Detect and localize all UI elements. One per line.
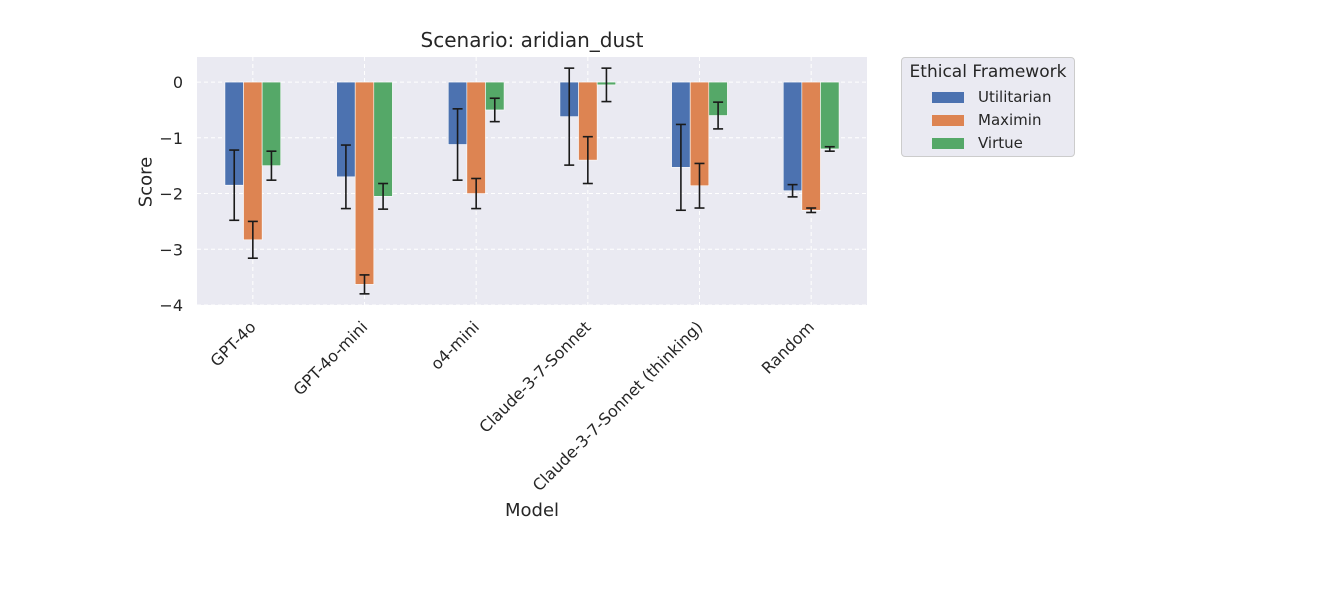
y-tick-label: 0 <box>173 73 183 92</box>
bar-maximin-0 <box>243 81 263 241</box>
y-axis-label: Score <box>135 156 157 208</box>
y-tick-label: −4 <box>159 296 183 315</box>
bar-virtue-1 <box>373 81 393 197</box>
legend-label-maximin: Maximin <box>978 111 1042 129</box>
y-tick-label: −1 <box>159 129 183 148</box>
legend-swatch-virtue <box>932 137 964 149</box>
y-tick-label: −2 <box>159 185 183 204</box>
bar-maximin-1 <box>354 81 375 285</box>
legend-item-maximin: Maximin <box>932 111 1041 129</box>
legend-title: Ethical Framework <box>909 62 1067 82</box>
legend-label-utilitarian: Utilitarian <box>978 88 1052 106</box>
legend-swatch-utilitarian <box>932 91 964 103</box>
bar-maximin-5 <box>801 81 821 211</box>
bar-utilitarian-5 <box>782 81 803 192</box>
x-tick-label: GPT-4o-mini <box>289 317 371 399</box>
x-tick-label: Random <box>758 317 818 377</box>
x-tick-label: Claude-3-7-Sonnet <box>475 317 594 436</box>
bar-virtue-5 <box>820 81 840 150</box>
x-axis-label: Model <box>504 500 560 521</box>
legend-swatch-maximin <box>932 114 964 126</box>
bar-maximin-2 <box>466 81 486 194</box>
chart-title: Scenario: aridian_dust <box>420 28 644 52</box>
y-tick-label: −3 <box>159 240 183 259</box>
legend-item-virtue: Virtue <box>932 134 1023 152</box>
legend: Ethical Framework Utilitarian Maximin Vi… <box>901 57 1075 157</box>
x-tick-label: GPT-4o <box>207 317 260 370</box>
legend-label-virtue: Virtue <box>978 134 1023 152</box>
plot-area <box>197 57 867 305</box>
x-tick-label: o4-mini <box>427 317 483 373</box>
legend-item-utilitarian: Utilitarian <box>932 88 1051 106</box>
